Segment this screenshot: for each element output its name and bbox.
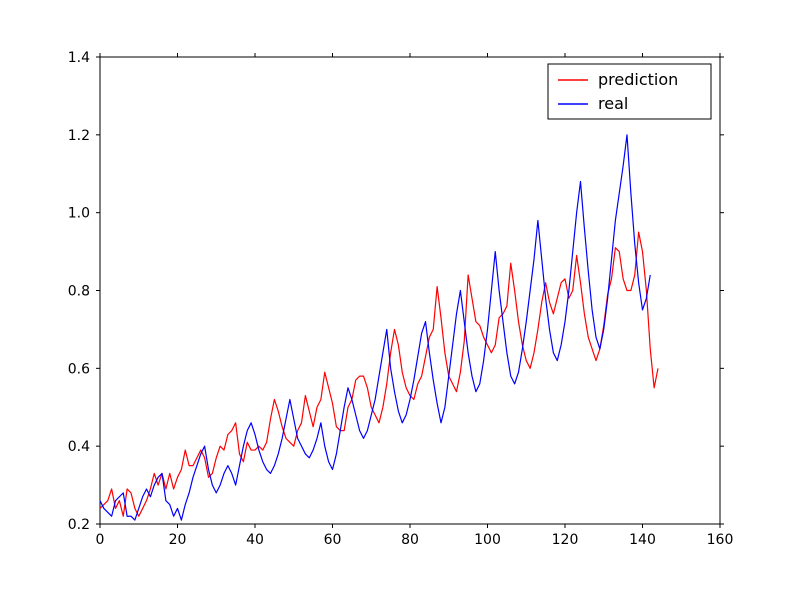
legend-label-prediction: prediction — [598, 70, 678, 89]
x-tick-label: 60 — [324, 532, 342, 548]
x-tick-label: 40 — [246, 532, 264, 548]
y-tick-label: 1.2 — [68, 128, 90, 144]
x-tick-label: 140 — [629, 532, 656, 548]
x-axis-ticks: 0 20 40 60 80 100 120 140 160 — [96, 53, 734, 548]
y-tick-label: 0.2 — [68, 517, 90, 533]
chart-series — [100, 135, 658, 520]
x-tick-label: 0 — [96, 532, 105, 548]
x-tick-label: 160 — [707, 532, 734, 548]
y-axis-ticks: 0.2 0.4 0.6 0.8 1.0 1.2 1.4 — [68, 50, 724, 533]
x-tick-label: 20 — [169, 532, 187, 548]
chart-root: 0 20 40 60 80 100 120 140 160 0.2 0.4 0.6 0.8 1.0 1.2… — [0, 0, 800, 596]
y-tick-label: 0.6 — [68, 361, 90, 377]
legend-label-real: real — [598, 94, 628, 113]
y-tick-label: 1.0 — [68, 206, 90, 222]
x-tick-label: 80 — [401, 532, 419, 548]
x-tick-label: 120 — [552, 532, 579, 548]
y-tick-label: 0.8 — [68, 284, 90, 300]
legend: prediction real — [548, 64, 711, 119]
y-tick-label: 0.4 — [68, 439, 90, 455]
line-chart: 0 20 40 60 80 100 120 140 160 0.2 0.4 0.6 0.8 1.0 1.2… — [0, 0, 800, 596]
x-tick-label: 100 — [474, 532, 501, 548]
y-tick-label: 1.4 — [68, 50, 90, 66]
